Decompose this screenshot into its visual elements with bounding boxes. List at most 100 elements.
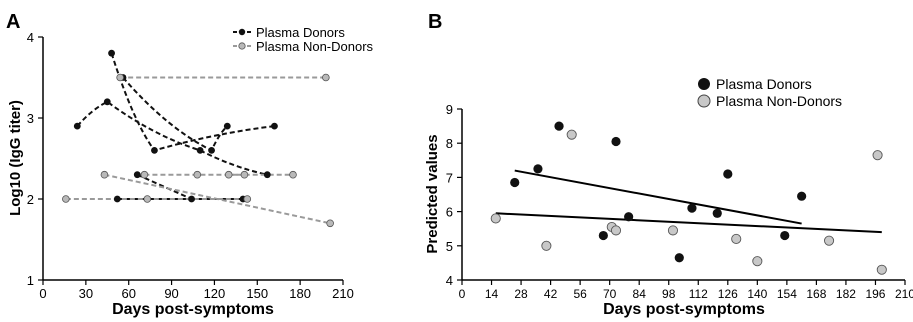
panel-a-x-tick-label: 120: [204, 286, 226, 301]
donor-point: [73, 122, 81, 130]
nondonor-point: [824, 235, 835, 246]
nondonor-point: [140, 170, 149, 179]
panel-b-y-tick-label: 9: [446, 102, 453, 117]
donor-point: [113, 195, 121, 203]
nondonor-point: [322, 73, 330, 82]
panel-b-x-tick-label: 182: [836, 287, 856, 301]
donor-point: [271, 122, 278, 130]
panel-b-x-tick-label: 14: [485, 287, 499, 301]
panel-b-legend: Plasma Donors Plasma Non-Donors: [697, 76, 842, 109]
panel-b-legend-nondonor-marker: [697, 94, 711, 108]
panel-b-x-tick-label: 140: [747, 287, 767, 301]
donor-point: [554, 121, 564, 131]
nondonor-point: [566, 129, 577, 140]
panel-b-x-tick-label: 210: [895, 287, 913, 301]
panel-b-x-tick-label: 126: [718, 287, 738, 301]
panel-b-x-tick-label: 42: [544, 287, 558, 301]
panel-b-y-tick-label: 5: [446, 239, 453, 254]
panel-b-y-tick-label: 8: [446, 136, 453, 151]
donor-point: [108, 49, 115, 57]
nondonor-point: [289, 170, 297, 179]
donor-trend-line: [110, 52, 275, 152]
panel-b-x-tick-label: 70: [603, 287, 617, 301]
nondonor-point: [610, 225, 622, 236]
panel-b-x-tick-label: 112: [689, 287, 708, 301]
panel-b-x-tick-label: 0: [459, 287, 466, 301]
panel-b-x-tick-label: 56: [573, 287, 587, 301]
donor-point: [598, 230, 608, 241]
panel-b: B 0 14 28 42 56 70 84 98 112 126 140 154 168 182 196 21…: [424, 11, 913, 318]
panel-a-y-tick-label: 1: [27, 273, 34, 288]
panel-b-y-label: Predicted values: [424, 134, 441, 253]
regression-line: [495, 212, 882, 234]
donor-point: [533, 164, 543, 174]
panel-a-x-tick-label: 180: [289, 286, 311, 301]
donor-point: [510, 177, 520, 188]
nondonor-point: [490, 213, 501, 224]
regression-line: [514, 169, 802, 225]
nondonor-point: [872, 150, 883, 161]
donor-point: [674, 253, 684, 263]
panel-b-y-tick-label: 6: [446, 205, 453, 220]
panel-a-x-tick-label: 30: [79, 286, 93, 301]
panel-a-legend-nondonor-label: Plasma Non-Donors: [256, 39, 374, 54]
panel-b-x-tick-label: 154: [777, 287, 797, 301]
donor-point: [780, 230, 790, 241]
nondonor-point: [224, 170, 233, 179]
panel-b-x-label: Days post-symptoms: [603, 301, 765, 318]
panel-a: A 0 30 60 90 120 150 180 210 1 2 3 4 Days post-symp…: [6, 11, 374, 318]
panel-b-x-tick-label: 84: [633, 287, 647, 301]
panel-a-legend: Plasma Donors Plasma Non-Donors: [233, 25, 374, 54]
nondonor-trend-line: [104, 173, 331, 225]
donor-point: [196, 147, 204, 154]
panel-b-x-tick-label: 168: [806, 287, 826, 301]
panel-a-y-tick-label: 3: [27, 111, 34, 126]
donor-point: [188, 195, 195, 203]
donor-point: [712, 208, 722, 218]
donor-point: [133, 171, 141, 179]
nondonor-point: [240, 170, 249, 179]
panel-a-x-tick-label: 60: [121, 286, 135, 301]
panel-a-legend-nondonor-marker: [238, 42, 246, 50]
donor-point: [208, 147, 215, 154]
panel-b-legend-donor-marker: [698, 78, 710, 90]
panel-a-legend-donor-label: Plasma Donors: [256, 25, 345, 40]
donor-point: [797, 191, 807, 201]
panel-a-x-tick-label: 90: [164, 286, 178, 301]
panel-b-legend-donor-label: Plasma Donors: [716, 76, 812, 92]
nondonor-point: [326, 219, 334, 228]
nondonor-point: [752, 256, 763, 267]
nondonor-point: [876, 264, 887, 275]
panel-b-x-tick-label: 196: [865, 287, 885, 301]
nondonor-point: [100, 170, 109, 179]
panel-a-x-label: Days post-symptoms: [112, 301, 274, 318]
donor-point: [687, 203, 697, 213]
panel-a-y-tick-label: 2: [27, 192, 34, 207]
panel-b-legend-nondonor-label: Plasma Non-Donors: [716, 93, 842, 109]
donor-point: [103, 98, 111, 106]
nondonor-point: [193, 170, 202, 179]
nondonor-point: [541, 240, 552, 251]
panel-a-y-label: Log10 (IgG titer): [7, 100, 24, 216]
nondonor-point: [143, 195, 152, 203]
panel-a-x-tick-label: 0: [39, 286, 46, 301]
donor-trend-line: [76, 100, 268, 176]
donor-point: [723, 169, 733, 179]
nondonor-point: [62, 195, 70, 203]
donor-point: [151, 147, 158, 154]
panel-b-x-tick-label: 28: [514, 287, 528, 301]
panel-b-y-tick-label: 4: [446, 273, 453, 288]
panel-a-label: A: [6, 11, 20, 33]
nondonor-point: [116, 73, 124, 82]
nondonor-point: [243, 195, 252, 203]
donor-point: [263, 171, 271, 179]
donor-point: [611, 136, 621, 147]
panel-b-y-tick-label: 7: [446, 170, 453, 185]
donor-point: [223, 122, 231, 130]
panel-a-legend-donor-marker: [238, 28, 246, 36]
panel-a-y-tick-label: 4: [27, 30, 34, 45]
panel-a-x-tick-label: 150: [246, 286, 268, 301]
panel-b-label: B: [428, 11, 442, 33]
nondonor-point: [667, 225, 679, 236]
